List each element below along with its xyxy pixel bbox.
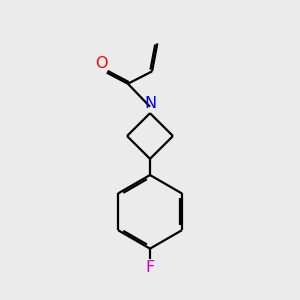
Text: O: O bbox=[95, 56, 108, 71]
Text: F: F bbox=[146, 260, 154, 275]
Text: N: N bbox=[144, 96, 156, 111]
